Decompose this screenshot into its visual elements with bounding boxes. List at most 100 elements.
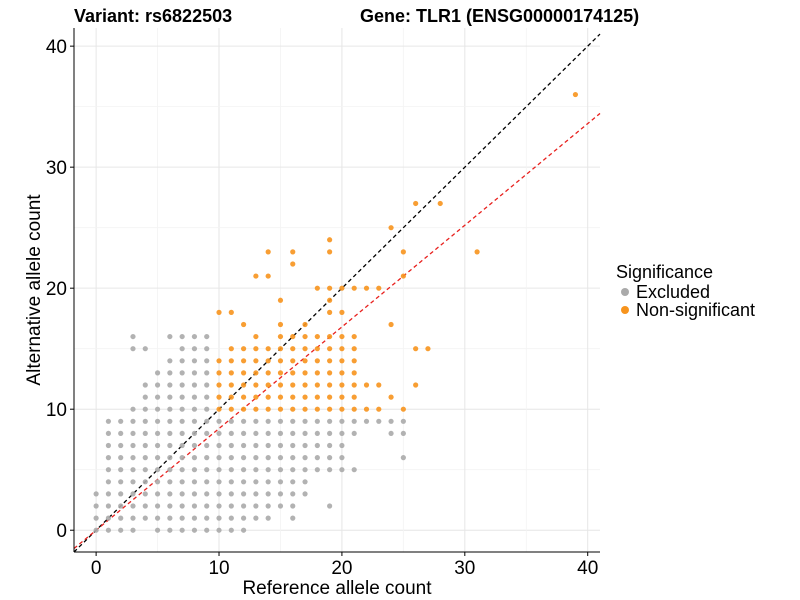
point-non-significant [216,394,222,400]
point-non-significant [240,370,247,376]
point-excluded [130,406,136,412]
point-non-significant [253,358,259,364]
point-excluded [191,503,198,509]
point-non-significant [339,406,345,412]
point-excluded [130,333,136,340]
point-non-significant [228,394,234,400]
point-excluded [240,479,247,485]
point-excluded [130,479,136,485]
x-axis-title: Reference allele count [242,578,432,599]
point-excluded [253,467,259,473]
point-excluded [290,418,296,424]
point-non-significant [400,273,406,279]
point-non-significant [363,382,370,388]
point-non-significant [265,273,271,279]
point-excluded [253,515,259,521]
point-excluded [105,418,112,424]
point-excluded [179,503,185,509]
fit-line [73,112,601,550]
point-excluded [167,406,173,412]
point-excluded [130,515,136,521]
point-excluded [130,527,136,533]
point-excluded [228,467,234,473]
point-excluded [277,430,284,437]
point-excluded [253,430,259,437]
point-excluded [191,358,198,364]
point-excluded [118,515,124,521]
point-excluded [191,442,198,449]
point-excluded [253,503,259,509]
y-tick-label: 30 [46,158,67,179]
point-excluded [105,430,112,437]
chart-title-variant: Variant: rs6822503 [74,6,232,26]
point-non-significant [327,358,333,364]
point-excluded [228,515,234,521]
point-non-significant [277,382,284,388]
point-non-significant [413,382,419,388]
point-excluded [240,455,247,461]
point-excluded [167,418,173,424]
point-excluded [204,527,210,533]
point-excluded [93,515,99,521]
point-non-significant [302,370,308,376]
y-ticks: 0 10 20 30 40 [46,37,74,542]
point-non-significant [290,370,296,376]
point-excluded [290,442,296,449]
legend: Significance Excluded Non-significant [616,262,755,320]
point-excluded [400,455,406,461]
point-excluded [191,382,198,388]
point-non-significant [474,249,480,255]
point-excluded [204,346,210,352]
point-excluded [154,442,161,449]
point-excluded [179,515,185,521]
y-tick-label: 20 [46,279,67,300]
point-excluded [179,455,185,461]
point-excluded [351,467,357,473]
point-non-significant [425,346,431,352]
x-tick-label: 30 [454,558,475,579]
point-excluded [130,455,136,461]
point-excluded [142,394,148,400]
point-non-significant [327,237,333,243]
point-non-significant [314,382,320,388]
point-excluded [191,406,198,412]
point-excluded [142,515,148,521]
y-tick-label: 0 [56,521,67,542]
point-non-significant [376,382,382,388]
point-non-significant [228,346,234,352]
point-excluded [93,527,99,533]
chart-title-gene: Gene: TLR1 (ENSG00000174125) [360,6,639,26]
point-non-significant [413,346,419,352]
point-non-significant [253,394,259,400]
point-excluded [216,455,222,461]
legend-title: Significance [616,262,713,282]
point-excluded [327,455,333,461]
point-excluded [167,333,173,340]
point-excluded [240,491,247,497]
point-excluded [240,527,247,533]
point-excluded [204,467,210,473]
point-excluded [204,515,210,521]
point-non-significant [351,394,357,400]
point-non-significant [240,382,247,388]
point-non-significant [265,394,271,400]
point-excluded [154,455,161,461]
point-non-significant [290,261,296,267]
point-excluded [204,406,210,412]
point-excluded [179,430,185,437]
point-excluded [191,333,198,340]
point-non-significant [228,382,234,388]
point-excluded [179,442,185,449]
point-excluded [118,503,124,509]
point-excluded [216,442,222,449]
point-excluded [290,455,296,461]
point-excluded [179,418,185,424]
point-excluded [130,467,136,473]
point-excluded [253,491,259,497]
point-excluded [314,455,320,461]
point-excluded [388,430,394,437]
point-non-significant [228,370,234,376]
point-excluded [154,467,161,473]
point-excluded [191,527,198,533]
